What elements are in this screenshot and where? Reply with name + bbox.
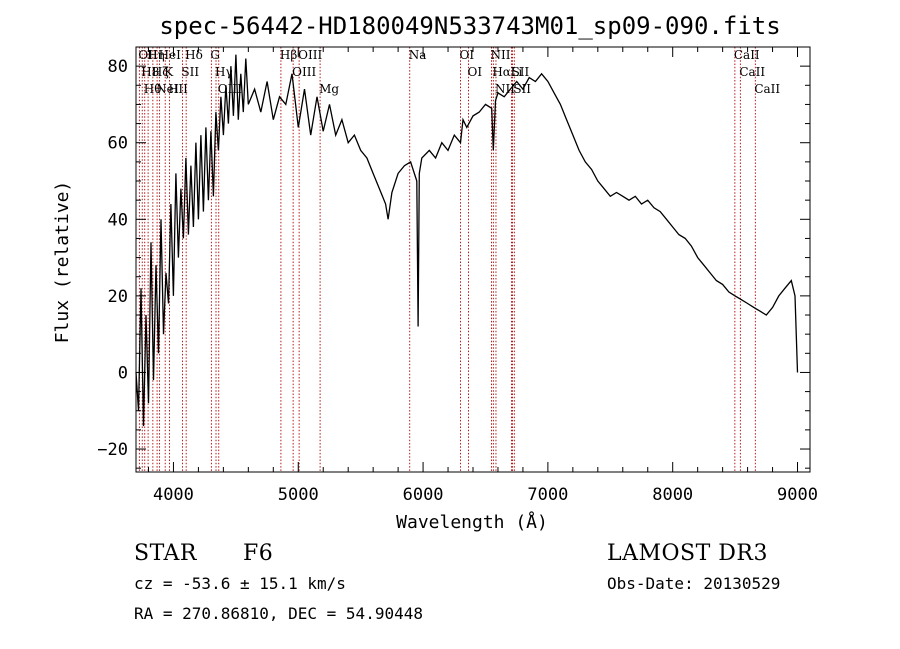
x-axis-label: Wavelength (Å) bbox=[396, 511, 548, 533]
axis-ticks: 4000 5000 6000 7000 8000 9000 −20 0 20 40 60 80 bbox=[97, 46, 818, 505]
spectral-line-label: OI bbox=[460, 48, 475, 62]
x-tick-label: 9000 bbox=[777, 485, 818, 505]
spectral-line-label: SII bbox=[181, 65, 199, 79]
spectral-line-label: SII bbox=[512, 65, 530, 79]
redshift-text: cz = -53.6 ± 15.1 km/s bbox=[134, 574, 346, 593]
spectral-line-label: Mg bbox=[319, 82, 339, 96]
x-tick-label: 6000 bbox=[403, 485, 444, 505]
y-tick-label: 60 bbox=[108, 134, 128, 154]
spectral-line-label: H8 bbox=[141, 65, 159, 79]
y-tick-label: 40 bbox=[108, 210, 128, 230]
y-tick-label: −20 bbox=[97, 440, 128, 460]
object-type: STAR bbox=[134, 541, 197, 566]
spectral-line-label: Hζ bbox=[152, 65, 169, 79]
spectral-line-markers bbox=[138, 47, 756, 472]
chart-title: spec-56442-HD180049N533743M01_sp09-090.f… bbox=[159, 12, 780, 40]
spectral-line-label: H bbox=[168, 82, 178, 96]
spectral-line-label: Hγ bbox=[215, 65, 233, 79]
spectral-line-label: Hη bbox=[147, 48, 165, 62]
x-tick-label: 8000 bbox=[652, 485, 693, 505]
y-tick-label: 20 bbox=[108, 287, 128, 307]
spectral-line-label: NII bbox=[495, 82, 515, 96]
spectral-line-label: Hθ bbox=[144, 82, 162, 96]
spectral-line-label: OIII bbox=[298, 48, 322, 62]
spectral-line-label: OII bbox=[138, 48, 158, 62]
spectral-line-label: OIII bbox=[292, 65, 316, 79]
spectral-line-label: NeIII bbox=[156, 82, 188, 96]
spectral-line-label: HeI bbox=[159, 48, 182, 62]
survey-name: LAMOST DR3 bbox=[607, 541, 768, 566]
y-tick-label: 80 bbox=[108, 57, 128, 77]
spectral-line-label: OI bbox=[468, 65, 483, 79]
spectral-line-label: CaII bbox=[754, 82, 780, 96]
spectral-line-label: Hδ bbox=[185, 48, 203, 62]
x-tick-label: 4000 bbox=[153, 485, 194, 505]
object-subclass: F6 bbox=[243, 541, 274, 566]
spectral-line-label: CaII bbox=[734, 48, 760, 62]
plot-frame bbox=[135, 46, 811, 473]
spectral-line-label: NII bbox=[490, 48, 510, 62]
x-tick-label: 7000 bbox=[527, 485, 568, 505]
y-tick-label: 0 bbox=[118, 363, 128, 383]
spectrum-series bbox=[135, 54, 799, 427]
spectral-line-label: Na bbox=[409, 48, 427, 62]
spectral-line-label: CaII bbox=[739, 65, 765, 79]
coordinates: RA = 270.86810, DEC = 54.90448 bbox=[134, 604, 423, 623]
x-tick-label: 5000 bbox=[278, 485, 319, 505]
spectral-line-label: G bbox=[210, 48, 220, 62]
spectral-line-label: K bbox=[164, 65, 174, 79]
y-axis-label: Flux (relative) bbox=[52, 181, 73, 344]
spectral-line-label: Li bbox=[510, 65, 522, 79]
obs-date: Obs-Date: 20130529 bbox=[607, 574, 781, 593]
spectral-line-label: Hα bbox=[492, 65, 511, 79]
spectral-line-label: Hβ bbox=[280, 48, 297, 62]
